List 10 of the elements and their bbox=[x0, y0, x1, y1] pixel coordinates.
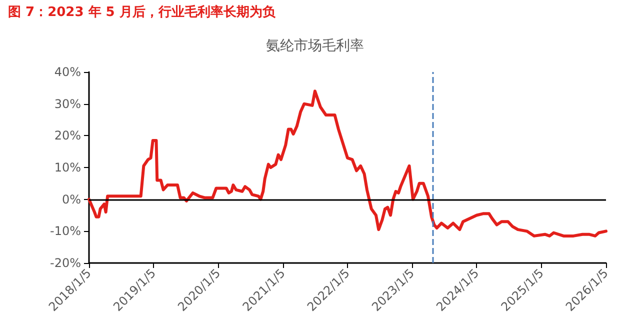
y-tick-label: -20% bbox=[50, 256, 81, 270]
line-series bbox=[88, 90, 608, 238]
caption: 图 7：2023 年 5 月后，行业毛利率长期为负 bbox=[8, 4, 276, 21]
y-tick-label: 20% bbox=[54, 128, 81, 143]
y-tick-label: 30% bbox=[54, 96, 81, 111]
y-tick-label: 40% bbox=[54, 65, 81, 79]
chart-title: 氨纶市场毛利率 bbox=[266, 38, 364, 54]
y-tick-label: 10% bbox=[54, 160, 81, 174]
y-tick-label: -10% bbox=[50, 224, 81, 238]
y-tick-label: 0% bbox=[62, 192, 81, 206]
